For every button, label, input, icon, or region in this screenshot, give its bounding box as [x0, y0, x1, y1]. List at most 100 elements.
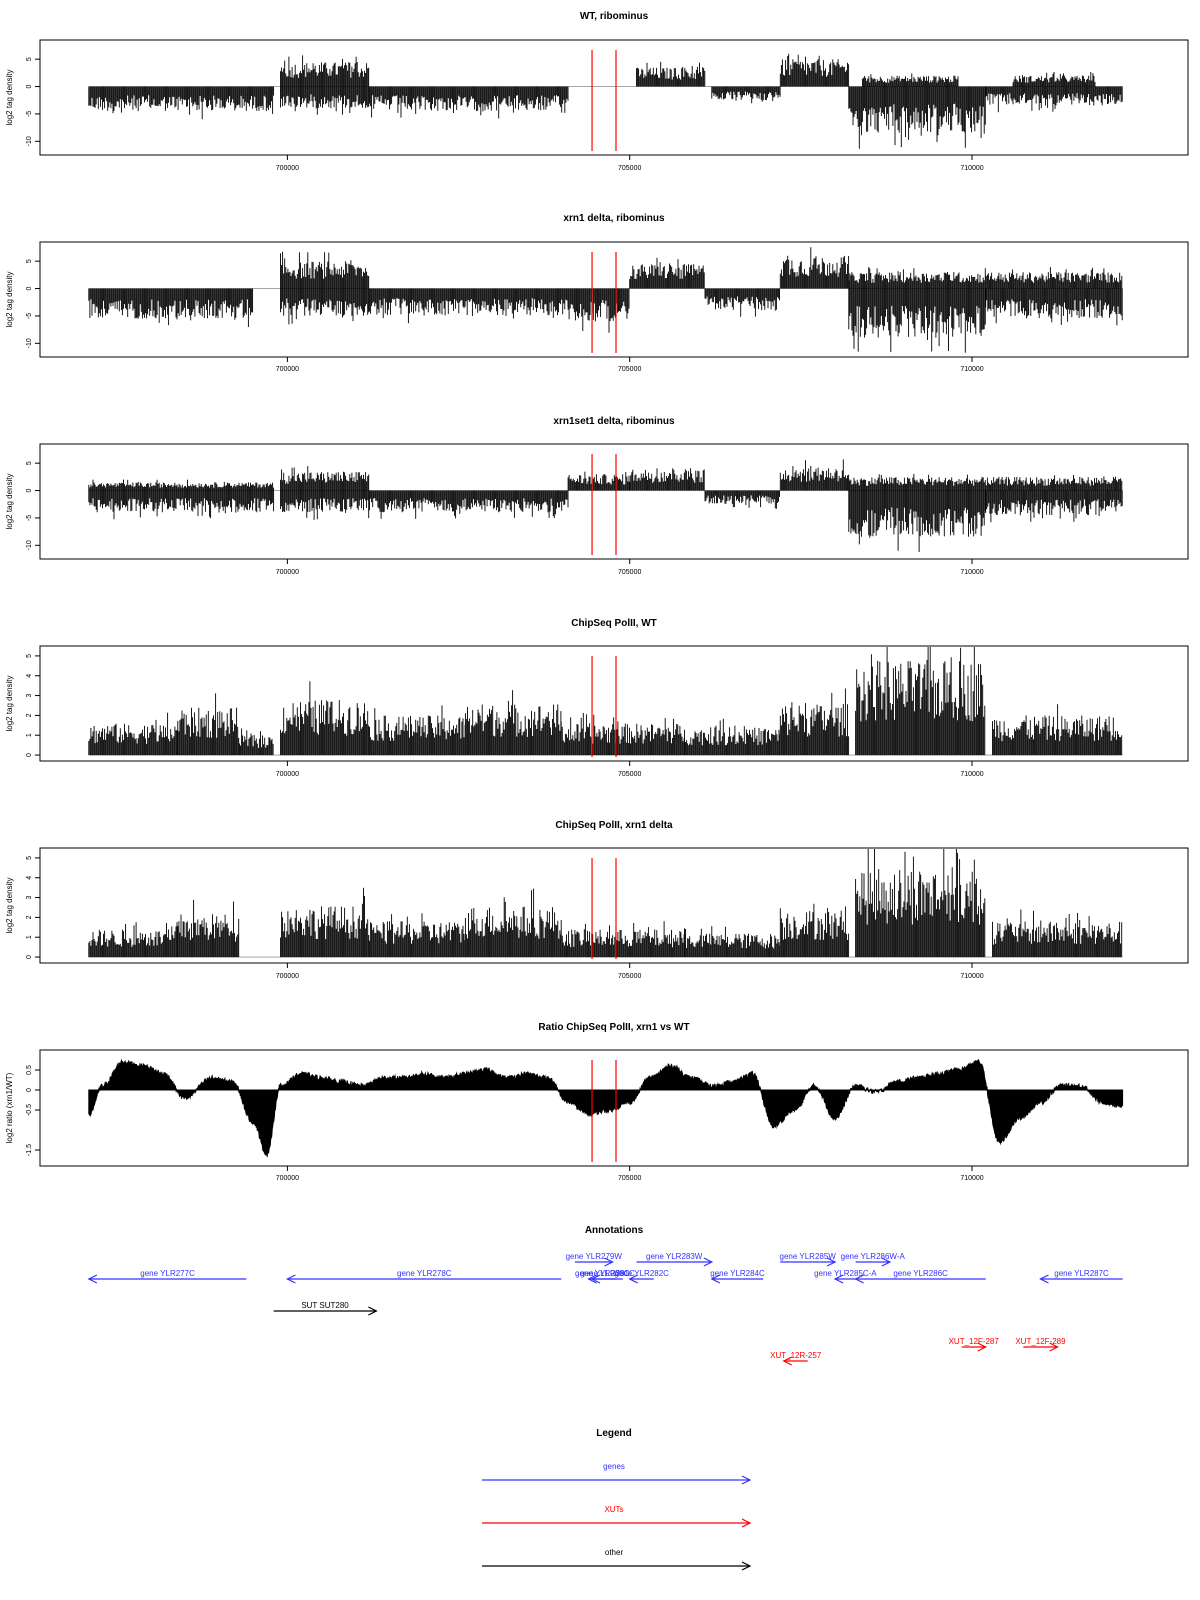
y-tick-label: 5: [26, 57, 33, 61]
series-marks: [88, 849, 1123, 958]
density-bars: [88, 922, 178, 958]
density-segment: [684, 718, 781, 756]
feature-label: XUT_12F-289: [1015, 1337, 1066, 1346]
density-segment: [848, 288, 986, 353]
y-tick-label: -5: [26, 313, 33, 319]
x-tick-label: 700000: [276, 973, 299, 980]
arrowhead-icon: [826, 1257, 837, 1267]
y-tick-label: 3: [26, 694, 33, 698]
density-bars: [711, 86, 781, 104]
y-tick-label: 0: [26, 489, 33, 493]
density-segment: [88, 288, 254, 327]
feature-xut: XUT_12F-289: [1015, 1337, 1066, 1352]
density-segment: [369, 705, 466, 756]
feature-gene: gene YLR283W: [636, 1252, 714, 1267]
arrowhead-icon: [590, 1274, 601, 1284]
arrowhead-icon: [604, 1257, 614, 1267]
y-tick-label: 1: [26, 733, 33, 737]
feature-other: SUT SUT280: [273, 1301, 378, 1316]
density-segment: [369, 288, 569, 324]
y-tick-label: 3: [26, 896, 33, 900]
density-bars: [848, 267, 1123, 289]
feature-gene: gene YLR281C: [580, 1269, 635, 1284]
density-segment: [985, 490, 1123, 523]
density-segment: [704, 490, 780, 509]
x-tick-label: 710000: [960, 1175, 983, 1182]
density-bars: [88, 86, 275, 120]
density-segment: [280, 887, 370, 958]
feature-gene: gene YLR278C: [286, 1269, 562, 1284]
feature-label: gene YLR287C: [1054, 1269, 1109, 1278]
density-bars: [848, 473, 1123, 491]
chart-panel-4: ChipSeq PolII, WT log2 tag density 0 1 2 3 4 5 7…: [5, 618, 1189, 778]
plot-frame: [39, 1049, 1189, 1167]
density-segment: [239, 728, 274, 756]
chart-title: Ratio ChipSeq PolII, xrn1 vs WT: [538, 1022, 689, 1033]
feature-label: gene YLR284C: [710, 1269, 765, 1278]
chart-title: WT, ribominus: [580, 11, 649, 22]
density-segment: [855, 647, 986, 756]
density-segment: [280, 466, 370, 491]
density-bars: [779, 459, 850, 491]
legend-item: XUTs: [482, 1505, 752, 1528]
y-tick-label: 2: [26, 915, 33, 919]
arrowhead-icon: [710, 1274, 721, 1284]
x-tick-label: 710000: [960, 366, 983, 373]
legend-panel: Legend genes XUTs other: [482, 1428, 752, 1571]
feature-label: gene YLR282C: [614, 1269, 669, 1278]
chart-panel-6: Ratio ChipSeq PolII, xrn1 vs WT log2 rati…: [5, 1022, 1189, 1182]
y-tick-label: 4: [26, 674, 33, 678]
density-segment: [704, 288, 780, 317]
density-segment: [636, 61, 706, 87]
feature-label: gene YLR278C: [397, 1269, 452, 1278]
feature-gene: gene YLR282C: [614, 1269, 669, 1284]
y-tick-label: 1: [26, 935, 33, 939]
legend-item-label: other: [605, 1548, 624, 1557]
chart-title: xrn1 delta, ribominus: [563, 213, 665, 224]
density-bars: [992, 909, 1123, 958]
y-tick-label: -0.5: [26, 1104, 33, 1116]
density-bars: [779, 903, 850, 958]
arrowhead-icon: [741, 1561, 752, 1571]
y-tick-label: -10: [26, 338, 33, 348]
y-axis-label: log2 tag density: [5, 69, 14, 125]
density-segment: [779, 247, 850, 289]
density-segment: [862, 73, 959, 87]
density-bars: [985, 490, 1123, 523]
y-axis-label: log2 tag density: [5, 473, 14, 529]
density-bars: [848, 490, 986, 552]
x-tick-label: 710000: [960, 165, 983, 172]
chart-panel-3: xrn1set1 delta, ribominus log2 tag densit…: [5, 416, 1189, 576]
plot-frame: [39, 241, 1189, 358]
density-segment: [88, 479, 275, 491]
arrowhead-icon: [977, 1342, 988, 1352]
chart-panel-1: WT, ribominus log2 tag density 5 0 -5 -10 7000…: [5, 11, 1189, 172]
density-segment: [985, 288, 1123, 326]
density-bars: [369, 913, 466, 958]
feature-gene: gene YLR287C: [1039, 1269, 1123, 1284]
x-tick-label: 705000: [618, 771, 641, 778]
density-bars: [560, 920, 685, 958]
feature-label: gene YLR281C: [580, 1269, 635, 1278]
density-segment: [779, 903, 850, 958]
y-tick-label: 5: [26, 856, 33, 860]
density-bars: [985, 86, 1123, 113]
density-segment: [629, 468, 705, 491]
density-segment: [779, 688, 850, 756]
density-segment: [280, 288, 370, 325]
legend-item: other: [482, 1548, 752, 1571]
feature-gene: gene YLR277C: [87, 1269, 247, 1284]
density-bars: [88, 288, 254, 327]
feature-gene: gene YLR284C: [710, 1269, 765, 1284]
legend-item: genes: [482, 1462, 752, 1485]
density-segment: [711, 86, 781, 104]
density-bars: [985, 288, 1123, 326]
feature-label: gene YLR280C: [575, 1269, 630, 1278]
x-tick-label: 710000: [960, 569, 983, 576]
plot-frame: [39, 847, 1189, 964]
feature-xut: XUT_12R-257: [770, 1351, 822, 1366]
chart-title: xrn1set1 delta, ribominus: [553, 416, 675, 427]
x-tick-label: 705000: [618, 973, 641, 980]
x-tick-label: 700000: [276, 366, 299, 373]
density-bars: [684, 926, 781, 958]
